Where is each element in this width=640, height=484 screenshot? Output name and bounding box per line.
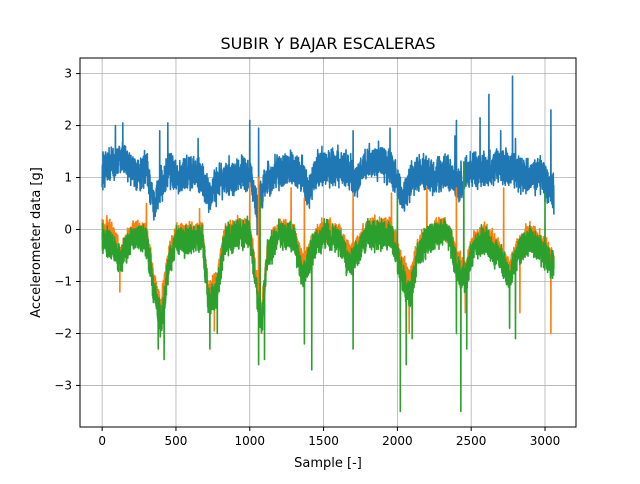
y-axis: 3 2 1 0 −1 −2 −3 (54, 67, 80, 392)
x-tick-label: 3000 (530, 434, 561, 448)
series-3-line (101, 161, 555, 413)
x-axis: 0 500 1000 1500 2000 2500 3000 (98, 427, 560, 448)
x-tick-label: 1000 (234, 434, 265, 448)
series-group (101, 75, 555, 413)
x-tick-label: 1500 (308, 434, 339, 448)
y-tick-label: 0 (64, 223, 72, 237)
y-tick-label: −3 (54, 378, 72, 392)
x-tick-label: 2500 (456, 434, 487, 448)
plot-frame (79, 57, 577, 428)
y-tick-label: 2 (64, 119, 72, 133)
x-tick-label: 500 (164, 434, 187, 448)
y-tick-label: −1 (54, 274, 72, 288)
x-axis-label: Sample [-] (294, 456, 362, 471)
chart-title: SUBIR Y BAJAR ESCALERAS (220, 34, 435, 53)
y-tick-label: −2 (54, 326, 72, 340)
y-tick-label: 3 (64, 67, 72, 81)
x-tick-label: 0 (98, 434, 106, 448)
y-axis-label: Accelerometer data [g] (29, 167, 44, 318)
series-1-line (101, 75, 555, 236)
y-tick-label: 1 (64, 171, 72, 185)
x-tick-label: 2000 (382, 434, 413, 448)
